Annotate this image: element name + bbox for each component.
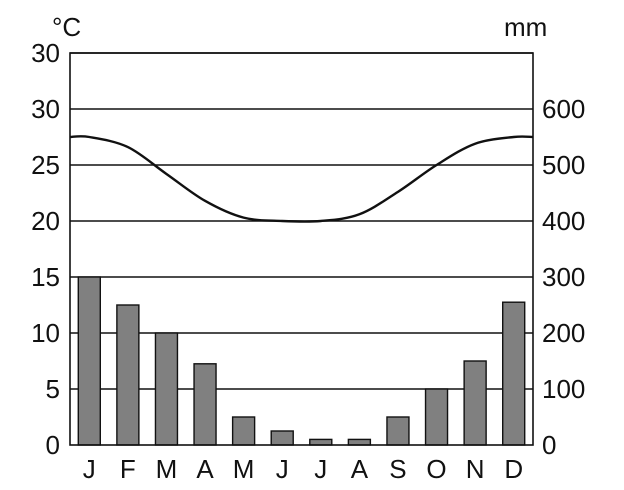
month-label: A <box>351 454 369 484</box>
month-label: J <box>314 454 327 484</box>
right-tick-label: 200 <box>542 318 585 348</box>
precipitation-bar <box>154 332 179 446</box>
month-label: M <box>156 454 178 484</box>
month-label: N <box>466 454 485 484</box>
plot-frame <box>69 52 534 446</box>
month-label: O <box>426 454 446 484</box>
precipitation-bar <box>231 416 256 446</box>
left-tick-label: 0 <box>46 430 60 460</box>
left-tick-label: 30 <box>31 94 60 124</box>
precipitation-bar <box>347 438 372 446</box>
right-tick-label: 100 <box>542 374 585 404</box>
right-axis-ticks: 0 100 200 300 400 500 600 <box>542 94 585 460</box>
right-tick-label: 300 <box>542 262 585 292</box>
month-label: A <box>196 454 214 484</box>
month-label: D <box>504 454 523 484</box>
left-tick-label: 30 <box>31 38 60 68</box>
right-tick-label: 600 <box>542 94 585 124</box>
month-label: J <box>83 454 96 484</box>
precipitation-bar <box>502 301 526 446</box>
month-label: M <box>233 454 255 484</box>
right-tick-label: 0 <box>542 430 556 460</box>
precipitation-bar <box>116 304 140 446</box>
precipitation-bar <box>193 363 217 446</box>
left-axis-ticks: 0 5 10 15 20 25 30 30 <box>31 38 60 460</box>
left-tick-label: 15 <box>31 262 60 292</box>
precipitation-bar <box>309 438 333 446</box>
temperature-curve <box>69 135 534 223</box>
left-tick-label: 25 <box>31 150 60 180</box>
month-label: S <box>389 454 406 484</box>
left-tick-label: 20 <box>31 206 60 236</box>
precipitation-bar <box>386 416 410 446</box>
right-tick-label: 400 <box>542 206 585 236</box>
right-axis-unit: mm <box>504 12 547 42</box>
precipitation-bar <box>270 430 294 446</box>
precipitation-bar <box>77 276 101 446</box>
precipitation-bars <box>77 276 526 446</box>
temperature-line-group <box>69 135 534 223</box>
left-axis-unit: °C <box>52 12 81 42</box>
left-tick-label: 5 <box>46 374 60 404</box>
precipitation-bar <box>424 388 449 446</box>
right-tick-label: 500 <box>542 150 585 180</box>
precipitation-bar <box>463 360 487 446</box>
month-label: F <box>120 454 136 484</box>
month-label: J <box>276 454 289 484</box>
left-tick-label: 10 <box>31 318 60 348</box>
